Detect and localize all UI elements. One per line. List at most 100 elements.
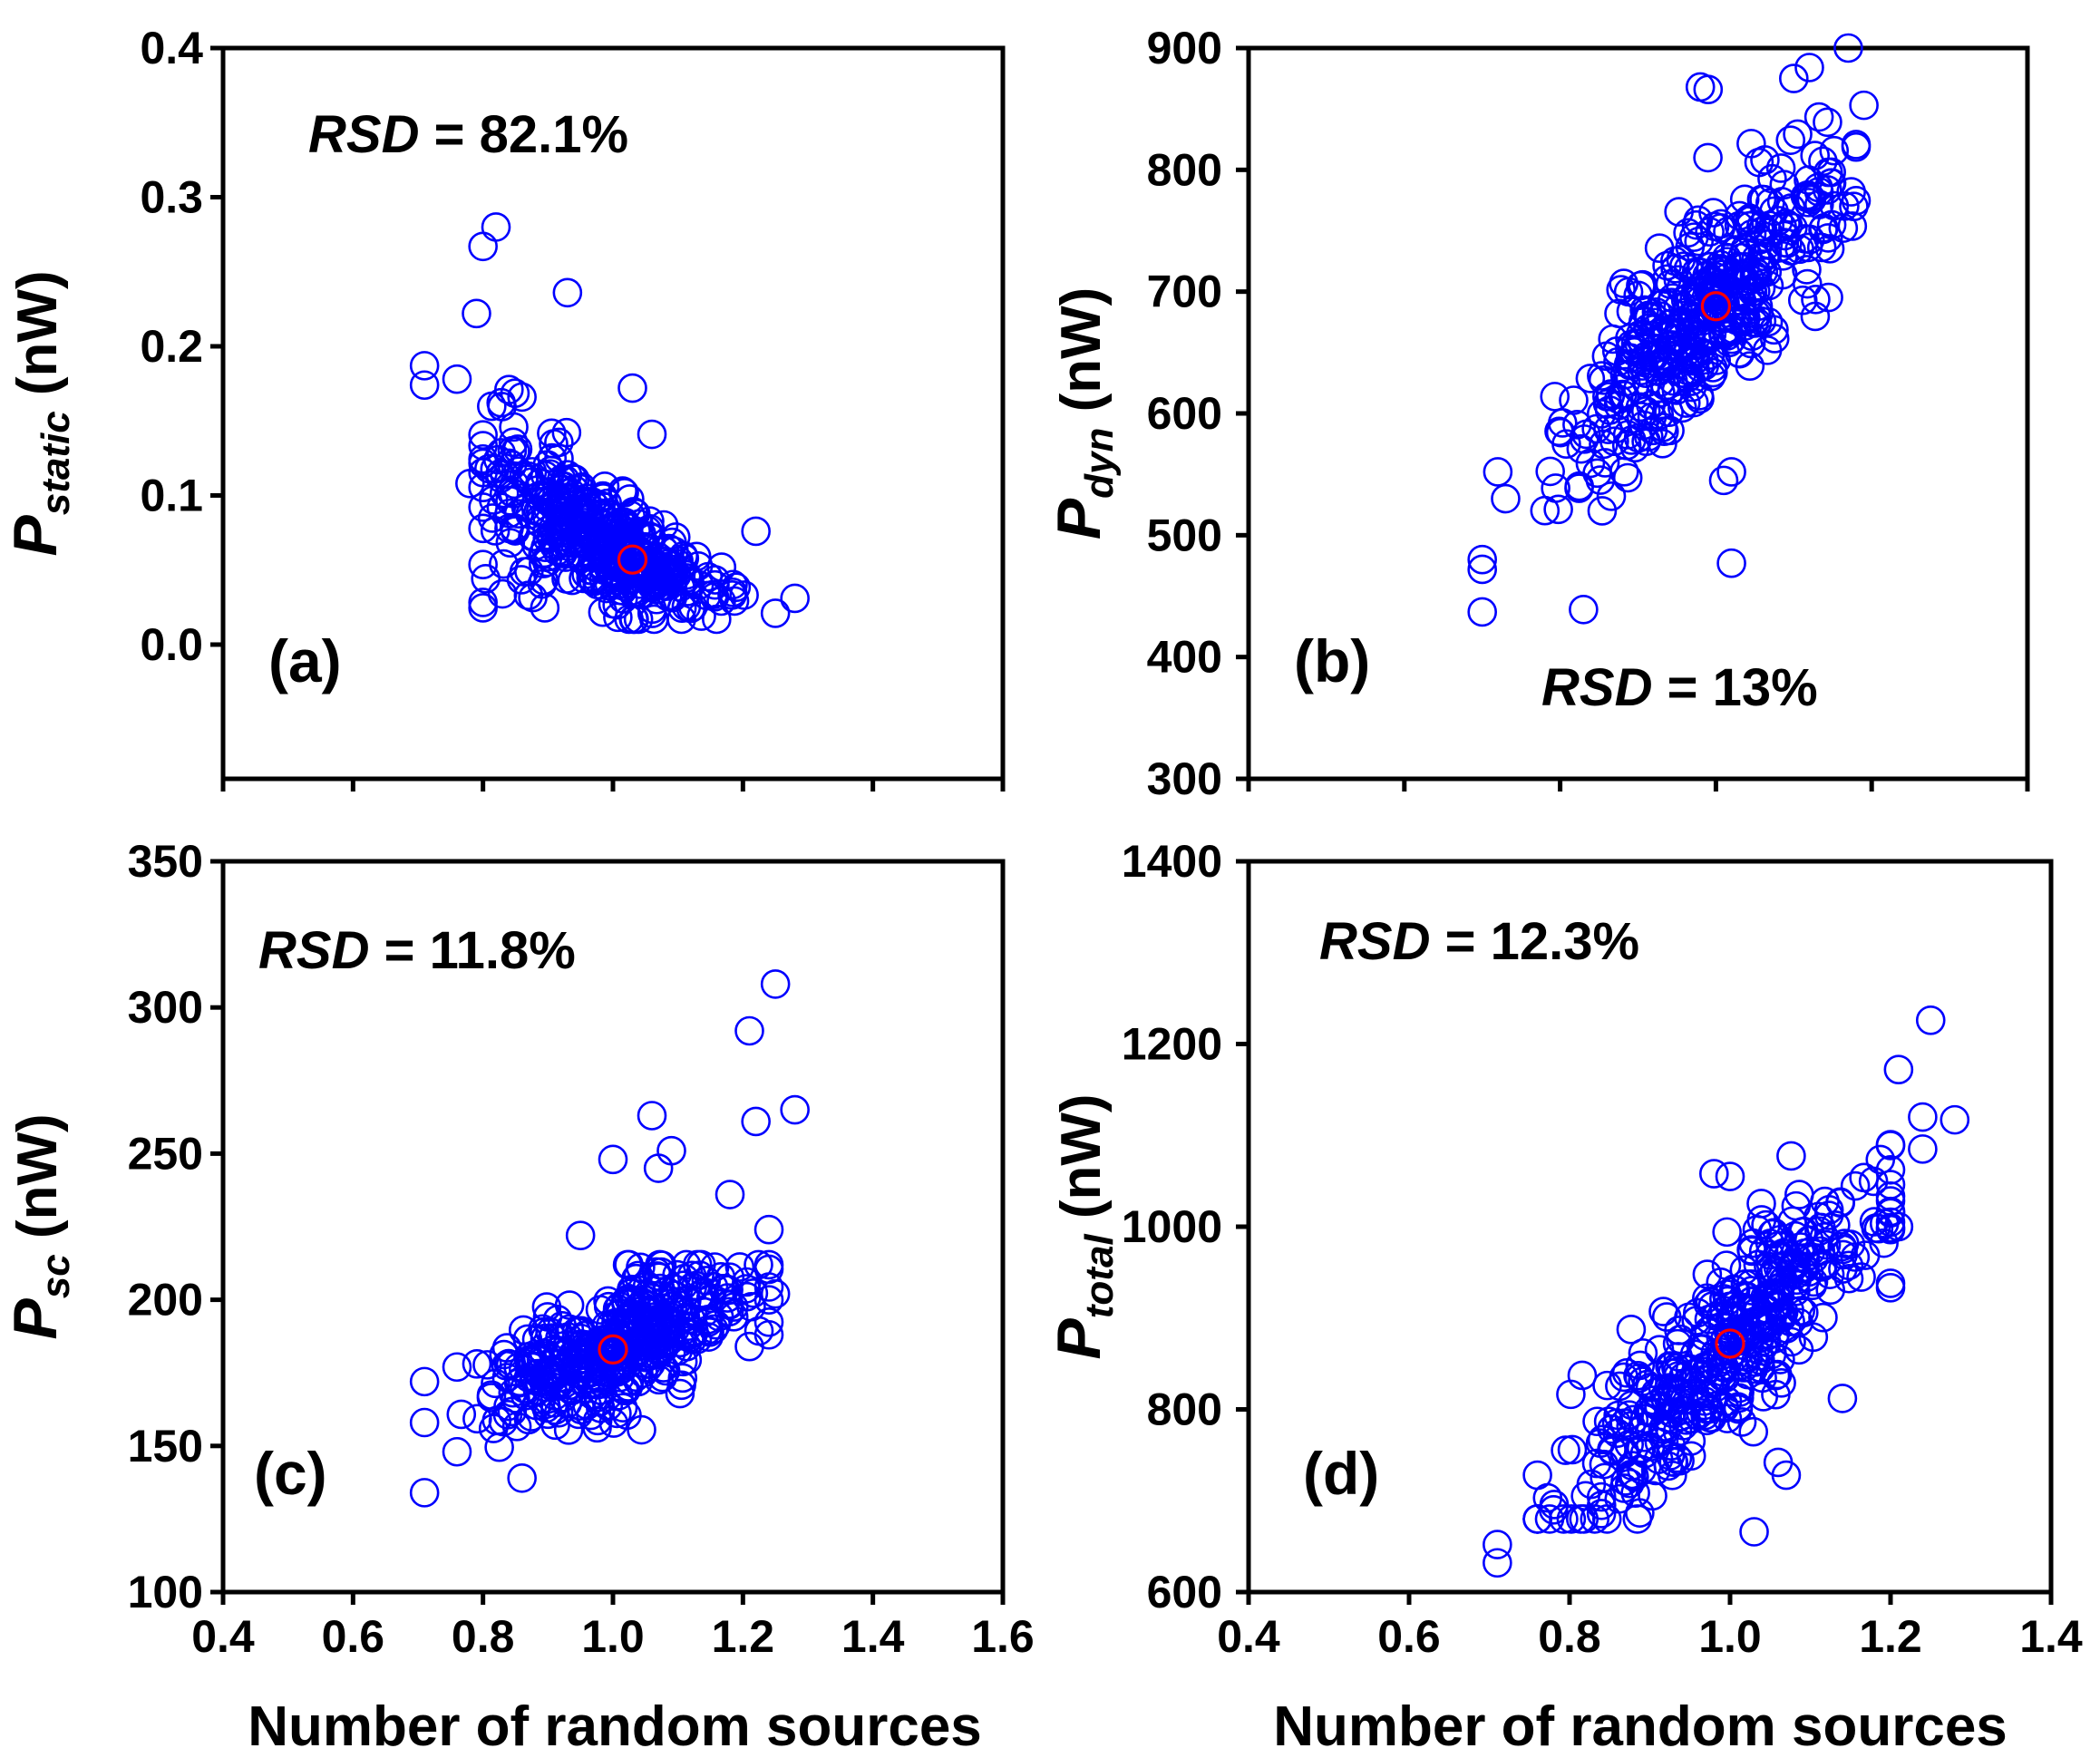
- data-point: [1825, 1187, 1855, 1218]
- data-point: [1707, 1362, 1737, 1392]
- data-point: [492, 1400, 523, 1430]
- data-point: [1828, 1234, 1859, 1265]
- data-point: [1581, 413, 1611, 444]
- data-point: [455, 469, 485, 499]
- data-point: [1794, 53, 1824, 83]
- data-point: [1616, 1315, 1647, 1345]
- data-point: [1754, 270, 1784, 301]
- data-point: [1467, 554, 1497, 585]
- scatter-points: [1467, 33, 1879, 627]
- data-point: [1628, 1338, 1658, 1368]
- data-point: [617, 1330, 647, 1360]
- data-point: [1769, 220, 1800, 251]
- data-point: [1666, 1402, 1697, 1432]
- data-point: [1581, 1448, 1612, 1479]
- y-tick-label: 800: [1147, 1384, 1222, 1435]
- data-point: [1794, 165, 1823, 195]
- data-point: [468, 593, 498, 623]
- y-tick-label: 200: [128, 1275, 203, 1326]
- x-tick-label: 0.6: [322, 1611, 385, 1662]
- nominal-point: [1715, 1328, 1745, 1359]
- data-point: [609, 478, 639, 508]
- data-point: [734, 1015, 764, 1046]
- data-point: [706, 552, 737, 582]
- data-point: [560, 464, 590, 494]
- y-tick-label: 700: [1147, 267, 1222, 317]
- data-point: [1752, 335, 1783, 365]
- data-point: [446, 1399, 477, 1430]
- y-tick-label: 500: [1147, 510, 1222, 560]
- data-point: [1794, 1257, 1824, 1287]
- data-point: [1738, 1416, 1769, 1447]
- data-point: [645, 1249, 675, 1280]
- data-point: [517, 1351, 548, 1382]
- data-point: [1790, 224, 1820, 254]
- data-point: [1736, 129, 1766, 159]
- panel-label: (c): [254, 1440, 327, 1507]
- data-point: [662, 1259, 692, 1290]
- data-point: [1803, 1201, 1833, 1232]
- data-point: [1635, 1373, 1666, 1403]
- data-point: [1590, 448, 1620, 478]
- data-point: [1709, 1391, 1739, 1422]
- data-point: [1609, 1362, 1639, 1393]
- data-point: [1875, 1180, 1906, 1211]
- data-point: [1792, 182, 1823, 213]
- panel-a: 0.0 0.1 0.2 0.3 0.4 Pstatic (nW) RSD = 82.1% (a…: [1, 23, 1006, 792]
- data-point: [627, 1414, 656, 1445]
- data-point: [1813, 175, 1842, 205]
- data-point: [1557, 1434, 1588, 1465]
- rsd-annotation: RSD = 82.1%: [308, 105, 628, 164]
- data-point: [494, 498, 525, 529]
- data-point: [508, 1315, 539, 1345]
- data-point: [1662, 1328, 1693, 1359]
- panel-c: 100 150 200 250 300 350 0.4 0.6 0.8 1.0 1.2 1.4 1.6 N…: [1, 836, 1035, 1758]
- panel-b: 300 400 500 600 700 800 900 Pdyn (nW) RSD = 13% (…: [1045, 23, 2030, 804]
- panel-label: (b): [1294, 627, 1370, 694]
- y-tick-label: 1000: [1122, 1201, 1222, 1252]
- data-point: [548, 536, 578, 567]
- data-point: [736, 1291, 766, 1322]
- data-point: [442, 1436, 472, 1467]
- data-point: [1739, 1517, 1769, 1547]
- y-tick-label: 0.0: [140, 619, 203, 670]
- data-point: [612, 1400, 642, 1431]
- data-point: [1865, 1144, 1896, 1175]
- x-axis-title: Number of random sources: [1273, 1695, 2008, 1758]
- data-point: [617, 1300, 647, 1330]
- data-point: [741, 516, 771, 547]
- data-point: [1846, 1262, 1876, 1292]
- data-point: [1615, 1468, 1645, 1499]
- data-point: [616, 559, 646, 589]
- data-point: [1736, 1235, 1766, 1265]
- rsd-annotation: RSD = 11.8%: [258, 921, 576, 980]
- y-tick-label: 400: [1147, 632, 1222, 683]
- data-point: [1639, 307, 1670, 338]
- data-point: [1483, 457, 1513, 487]
- data-point: [636, 1328, 666, 1358]
- data-point: [1712, 1217, 1742, 1248]
- data-point: [1869, 1209, 1900, 1238]
- data-point: [1587, 361, 1617, 391]
- data-point: [604, 549, 635, 579]
- data-point: [656, 1135, 686, 1166]
- data-point: [1858, 1166, 1889, 1197]
- data-point: [1883, 1054, 1914, 1085]
- data-point: [1813, 107, 1842, 138]
- data-point: [642, 1261, 673, 1291]
- data-point: [598, 1144, 628, 1175]
- scatter-points: [409, 969, 810, 1508]
- data-point: [409, 1407, 440, 1438]
- data-point: [1670, 285, 1701, 316]
- data-point: [1815, 168, 1846, 199]
- x-tick-label: 1.2: [712, 1611, 775, 1662]
- data-point: [760, 1278, 791, 1309]
- data-point: [1567, 1360, 1598, 1391]
- x-axis-title: Number of random sources: [248, 1695, 982, 1758]
- data-point: [623, 604, 654, 635]
- data-point: [734, 1331, 764, 1362]
- x-tick-label: 0.6: [1377, 1611, 1441, 1662]
- data-point: [1735, 264, 1765, 295]
- data-point: [1630, 396, 1661, 426]
- data-point: [1648, 1374, 1678, 1404]
